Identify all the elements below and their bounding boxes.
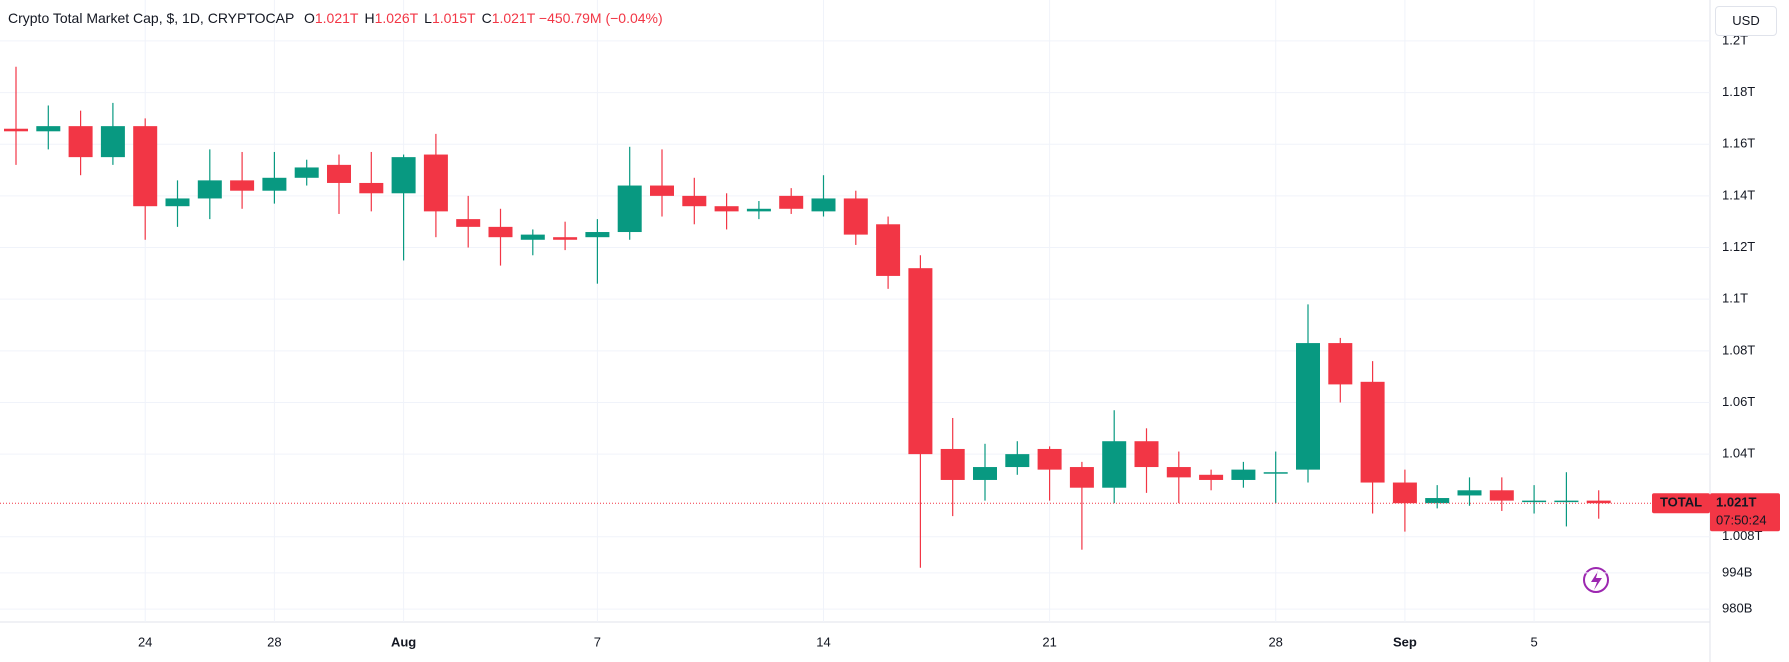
candle-body bbox=[1102, 441, 1127, 488]
ohlc-letter: C bbox=[481, 10, 492, 26]
price-label: 1.021T bbox=[1716, 495, 1757, 510]
candle-body bbox=[682, 195, 707, 207]
x-tick-label: Sep bbox=[1393, 634, 1417, 649]
candle-body bbox=[940, 448, 965, 480]
candle-body bbox=[1166, 467, 1191, 478]
candle-body bbox=[779, 195, 804, 209]
candle-body bbox=[617, 185, 642, 233]
y-tick-label: 1.16T bbox=[1722, 136, 1755, 151]
candle-body bbox=[553, 237, 578, 240]
ohlc-value: 1.026T bbox=[374, 10, 419, 26]
ohlc-letter: L bbox=[424, 10, 432, 26]
candle-body bbox=[4, 128, 28, 132]
candle-body bbox=[1328, 343, 1353, 385]
y-tick-label: 1.08T bbox=[1722, 342, 1755, 357]
y-tick-label: 980B bbox=[1722, 601, 1752, 616]
legend-header: Crypto Total Market Cap, $, 1D, CRYPTOCA… bbox=[8, 10, 663, 26]
candle-body bbox=[391, 157, 416, 194]
ohlc-letter: H bbox=[364, 10, 375, 26]
candle-body bbox=[650, 185, 674, 196]
candle-body bbox=[1425, 498, 1450, 504]
countdown: 07:50:24 bbox=[1716, 513, 1767, 528]
currency-button[interactable]: USD bbox=[1715, 6, 1777, 36]
candle-body bbox=[1360, 381, 1385, 483]
candle-body bbox=[68, 126, 93, 158]
x-tick-label: 28 bbox=[267, 634, 281, 649]
candle-body bbox=[1134, 441, 1159, 468]
ohlc-letter: O bbox=[303, 10, 315, 26]
y-tick-label: 1.14T bbox=[1722, 187, 1755, 202]
y-tick-label: 1.18T bbox=[1722, 84, 1755, 99]
candle-body bbox=[746, 208, 771, 212]
change: −450.79M (−0.04%) bbox=[538, 10, 663, 26]
candle-body bbox=[876, 224, 901, 276]
y-tick-label: 1.2T bbox=[1722, 32, 1748, 47]
candle-body bbox=[908, 268, 933, 455]
candle-body bbox=[133, 126, 158, 207]
x-tick-label: 14 bbox=[816, 634, 830, 649]
candle-body bbox=[1522, 500, 1547, 503]
x-tick-label: 28 bbox=[1268, 634, 1282, 649]
price-label-bg bbox=[1710, 493, 1780, 532]
candle-body bbox=[423, 154, 448, 212]
x-tick-label: 24 bbox=[138, 634, 152, 649]
ohlc-value: 1.015T bbox=[431, 10, 476, 26]
candle-body bbox=[1069, 467, 1094, 488]
candle-body bbox=[230, 180, 255, 191]
candle-body bbox=[1586, 500, 1611, 504]
candle-body bbox=[520, 234, 545, 240]
price-tag-bg bbox=[1652, 493, 1710, 514]
candle-body bbox=[36, 126, 61, 132]
price-tag-name: TOTAL bbox=[1660, 495, 1702, 510]
candle-body bbox=[1554, 500, 1579, 503]
y-tick-label: 994B bbox=[1722, 564, 1752, 579]
y-tick-label: 1.1T bbox=[1722, 291, 1748, 306]
candle-body bbox=[100, 126, 125, 158]
y-tick-label: 1.06T bbox=[1722, 394, 1755, 409]
candle-body bbox=[1489, 490, 1514, 501]
y-tick-label: 1.12T bbox=[1722, 239, 1755, 254]
candle-body bbox=[359, 182, 384, 194]
candle-body bbox=[1231, 469, 1256, 480]
y-tick-label: 1.04T bbox=[1722, 446, 1755, 461]
ohlc-value: 1.021T bbox=[491, 10, 536, 26]
candle-body bbox=[294, 167, 319, 178]
candle-body bbox=[714, 206, 739, 212]
x-tick-label: Aug bbox=[391, 634, 416, 649]
ohlc-values: O1.021T H1.026T L1.015T C1.021T bbox=[298, 10, 539, 26]
candle-body bbox=[585, 232, 610, 238]
candle-body bbox=[1199, 474, 1224, 480]
candle-body bbox=[811, 198, 836, 212]
y-tick-label: 1.008T bbox=[1722, 528, 1763, 543]
x-tick-label: 5 bbox=[1530, 634, 1537, 649]
candle-body bbox=[1005, 454, 1030, 468]
candle-body bbox=[262, 177, 287, 191]
candle-body bbox=[1457, 490, 1482, 496]
candle-body bbox=[1392, 482, 1417, 504]
symbol-title: Crypto Total Market Cap, $, 1D, CRYPTOCA… bbox=[8, 10, 295, 26]
candle-body bbox=[973, 467, 997, 480]
alert-icon[interactable] bbox=[1583, 567, 1609, 593]
candle-body bbox=[1263, 472, 1288, 474]
candle-body bbox=[327, 164, 351, 183]
x-tick-label: 7 bbox=[594, 634, 601, 649]
candle-body bbox=[197, 180, 222, 199]
candle-body bbox=[1296, 343, 1320, 470]
candle-body bbox=[843, 198, 868, 235]
candle-body bbox=[488, 226, 513, 238]
candle-body bbox=[1037, 448, 1062, 470]
ohlc-value: 1.021T bbox=[314, 10, 359, 26]
candle-body bbox=[165, 198, 190, 207]
candle-body bbox=[456, 219, 481, 227]
x-tick-label: 21 bbox=[1042, 634, 1056, 649]
